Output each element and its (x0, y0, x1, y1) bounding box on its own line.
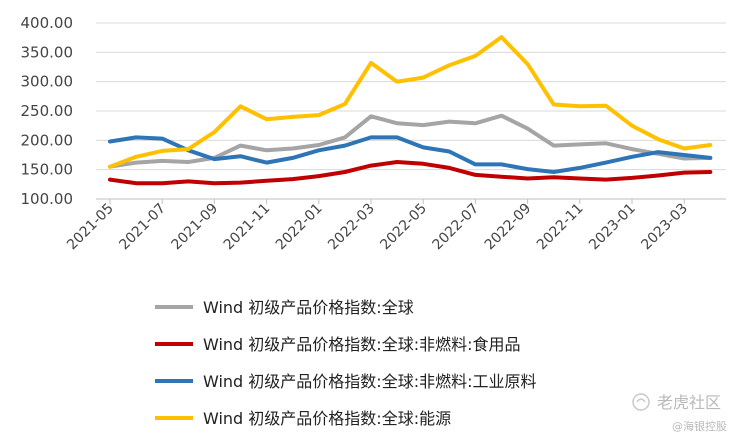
legend-label-1: Wind 初级产品价格指数:全球:非燃料:食用品 (203, 335, 520, 354)
series-line-2 (108, 135, 713, 174)
watermark-sub: @海银控股 (672, 419, 727, 433)
x-tick-label: 2021-11 (221, 201, 274, 254)
x-tick-label: 2022-09 (482, 201, 535, 254)
series-lines (108, 35, 713, 186)
x-tick-label: 2022-05 (377, 201, 430, 254)
y-tick-label: 300.00 (21, 73, 74, 91)
x-tick-label: 2023-01 (586, 201, 639, 254)
x-tick-label: 2022-01 (273, 201, 326, 254)
grid-lines (96, 22, 726, 200)
series-line-3 (108, 35, 713, 169)
x-tick-label: 2023-03 (638, 201, 691, 254)
x-tick-label: 2022-07 (430, 201, 483, 254)
x-tick-label: 2022-11 (534, 201, 587, 254)
x-tick-label: 2021-07 (116, 201, 169, 254)
x-axis: 2021-05 2021-07 2021-09 2021-11 2022-01 2022-… (64, 199, 691, 253)
legend-label-0: Wind 初级产品价格指数:全球 (203, 298, 414, 317)
x-tick-label: 2022-03 (325, 201, 378, 254)
tiger-logo-icon (632, 393, 650, 411)
y-tick-label: 400.00 (21, 14, 74, 32)
legend-label-3: Wind 初级产品价格指数:全球:能源 (203, 409, 451, 428)
series-line-1 (108, 160, 713, 186)
legend: Wind 初级产品价格指数:全球 Wind 初级产品价格指数:全球:非燃料:食用品… (155, 298, 536, 428)
y-tick-label: 350.00 (21, 43, 74, 61)
x-tick-label: 2021-05 (64, 201, 117, 254)
x-tick-label: 2021-09 (169, 201, 222, 254)
y-axis: 100.00 150.00 200.00 250.00 300.00 350.00 400.… (21, 14, 74, 208)
y-tick-label: 100.00 (21, 190, 74, 208)
watermark: 老虎社区 @海银控股 (632, 393, 727, 433)
legend-label-2: Wind 初级产品价格指数:全球:非燃料:工业原料 (203, 372, 536, 391)
y-tick-label: 200.00 (21, 131, 74, 149)
y-tick-label: 250.00 (21, 102, 74, 120)
watermark-main: 老虎社区 (657, 393, 721, 412)
y-tick-label: 150.00 (21, 161, 74, 179)
